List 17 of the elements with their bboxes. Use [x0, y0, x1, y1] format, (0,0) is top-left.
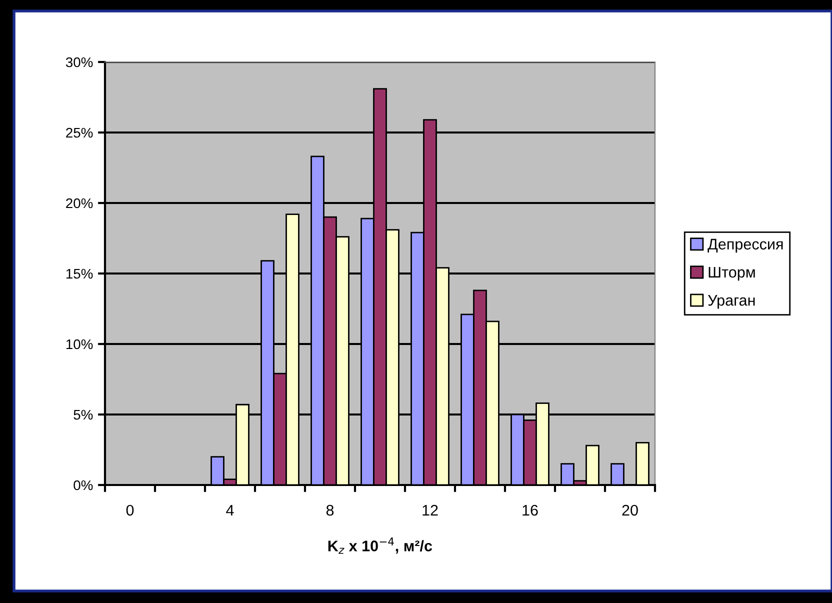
legend-label: Шторм [708, 266, 755, 281]
x-tick-label: 16 [522, 504, 538, 516]
y-tick-label: 10% [66, 339, 93, 350]
y-tick-label: 30% [66, 57, 93, 68]
x-axis-title: K$_{z}$ x 10$^{−4}$, м²/с [328, 538, 432, 554]
x-tick-label: 20 [622, 504, 638, 516]
y-tick-label: 25% [66, 128, 93, 138]
y-tick-label: 20% [66, 198, 93, 208]
x-tick-label: 12 [422, 504, 438, 516]
x-tick-label: 0 [126, 504, 134, 516]
y-tick-label: 0% [74, 480, 93, 490]
legend-label: Депрессия [708, 238, 783, 253]
y-tick-label: 15% [66, 268, 93, 279]
legend-label: Ураган [708, 295, 755, 309]
x-tick-label: 8 [326, 504, 334, 516]
x-tick-label: 4 [226, 505, 234, 516]
y-tick-label: 5% [74, 410, 93, 420]
